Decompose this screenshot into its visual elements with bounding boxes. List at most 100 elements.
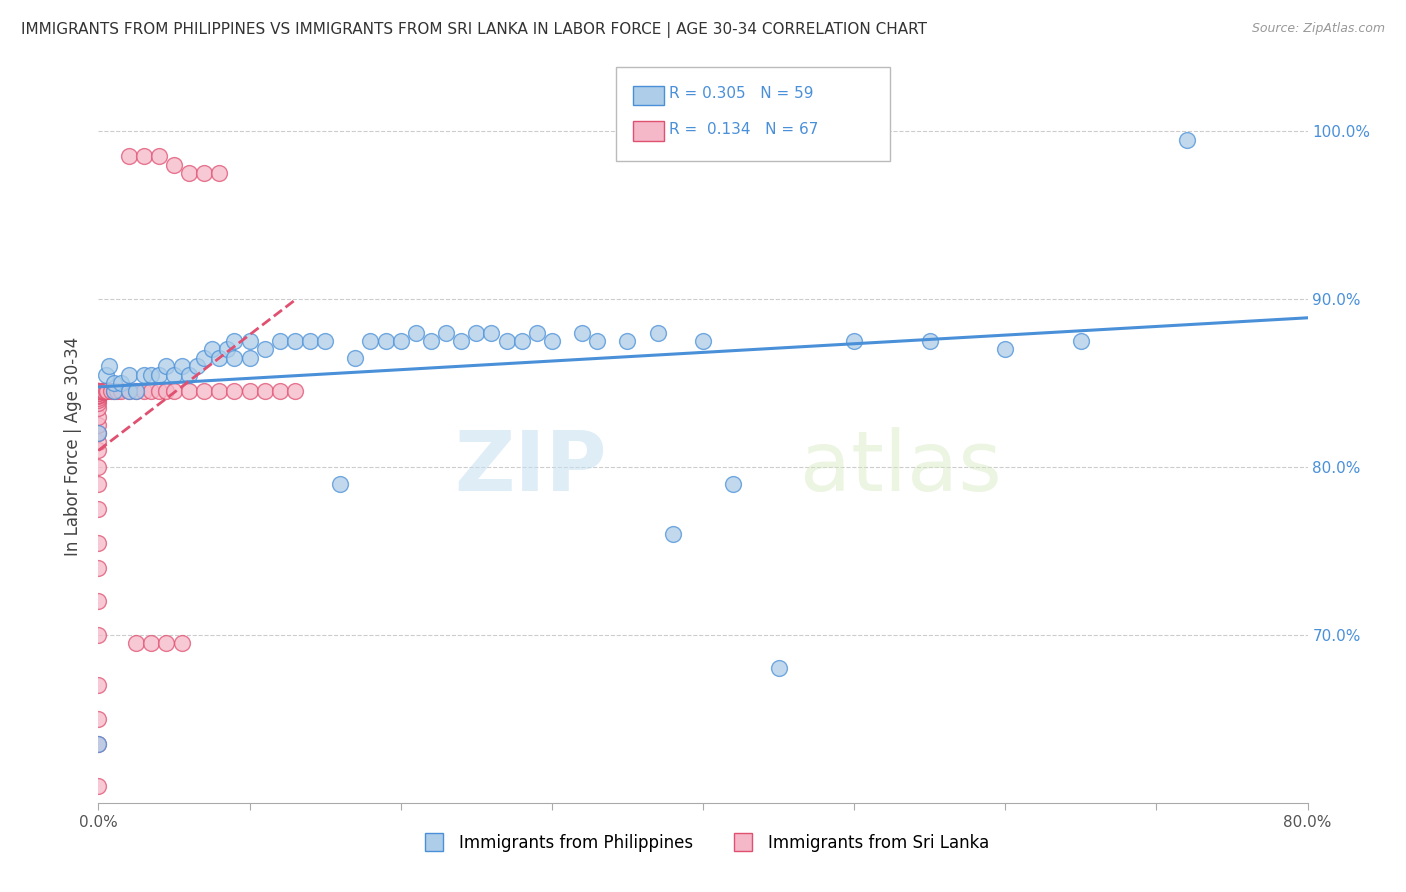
Point bbox=[661, 527, 683, 541]
Point bbox=[193, 351, 215, 365]
Point bbox=[723, 476, 745, 491]
Point bbox=[314, 334, 336, 348]
Point bbox=[103, 384, 125, 399]
Point bbox=[239, 351, 262, 365]
Point bbox=[344, 351, 367, 365]
Point bbox=[87, 396, 110, 410]
Point bbox=[495, 334, 517, 348]
Point bbox=[110, 384, 132, 399]
Point bbox=[125, 384, 148, 399]
Point bbox=[148, 368, 170, 382]
Point bbox=[87, 712, 110, 726]
Point bbox=[96, 384, 118, 399]
Point bbox=[179, 384, 201, 399]
Point bbox=[100, 384, 122, 399]
Point bbox=[616, 334, 638, 348]
Point bbox=[269, 334, 291, 348]
Point bbox=[87, 628, 110, 642]
Point bbox=[239, 384, 262, 399]
Point bbox=[87, 384, 110, 399]
Point bbox=[118, 149, 141, 163]
Point bbox=[87, 560, 110, 574]
Point bbox=[118, 384, 141, 399]
Point bbox=[170, 636, 193, 650]
Point bbox=[465, 326, 488, 340]
Point bbox=[224, 334, 246, 348]
Point bbox=[118, 368, 141, 382]
Point bbox=[87, 409, 110, 424]
Point bbox=[510, 334, 533, 348]
Point bbox=[87, 384, 110, 399]
Point bbox=[586, 334, 609, 348]
Point bbox=[94, 384, 117, 399]
Point bbox=[201, 343, 224, 357]
Point bbox=[93, 384, 115, 399]
Point bbox=[87, 384, 110, 399]
Point bbox=[87, 401, 110, 416]
Point bbox=[87, 391, 110, 405]
Point bbox=[647, 326, 669, 340]
Point bbox=[105, 384, 128, 399]
Point bbox=[224, 384, 246, 399]
Point bbox=[571, 326, 593, 340]
Point bbox=[253, 384, 276, 399]
Point bbox=[87, 426, 110, 441]
Text: ZIP: ZIP bbox=[454, 427, 606, 508]
Point bbox=[360, 334, 382, 348]
Point bbox=[329, 476, 352, 491]
Point bbox=[90, 384, 112, 399]
Point bbox=[450, 334, 472, 348]
Point bbox=[284, 384, 307, 399]
Point bbox=[239, 334, 262, 348]
Point bbox=[91, 384, 114, 399]
Point bbox=[141, 636, 163, 650]
Point bbox=[170, 359, 193, 374]
Point bbox=[132, 368, 155, 382]
Point bbox=[87, 737, 110, 751]
Y-axis label: In Labor Force | Age 30-34: In Labor Force | Age 30-34 bbox=[65, 336, 83, 556]
Point bbox=[87, 443, 110, 458]
Point bbox=[125, 384, 148, 399]
Point bbox=[481, 326, 503, 340]
Point bbox=[141, 368, 163, 382]
Point bbox=[540, 334, 562, 348]
Point bbox=[87, 476, 110, 491]
Point bbox=[179, 368, 201, 382]
Point bbox=[98, 359, 121, 374]
Point bbox=[526, 326, 548, 340]
Point bbox=[87, 737, 110, 751]
Point bbox=[87, 502, 110, 516]
Text: atlas: atlas bbox=[800, 427, 1001, 508]
Point bbox=[87, 426, 110, 441]
Point bbox=[118, 384, 141, 399]
Point bbox=[405, 326, 427, 340]
Point bbox=[208, 351, 231, 365]
Point bbox=[87, 384, 110, 399]
Point bbox=[87, 388, 110, 402]
Point bbox=[163, 158, 186, 172]
Point bbox=[224, 351, 246, 365]
Point bbox=[87, 389, 110, 403]
Point bbox=[208, 166, 231, 180]
Point bbox=[87, 386, 110, 401]
Point bbox=[103, 376, 125, 390]
Point bbox=[87, 388, 110, 402]
Point bbox=[125, 636, 148, 650]
Point bbox=[132, 384, 155, 399]
Point bbox=[179, 166, 201, 180]
Text: Source: ZipAtlas.com: Source: ZipAtlas.com bbox=[1251, 22, 1385, 36]
Point bbox=[768, 661, 790, 675]
Point bbox=[87, 392, 110, 407]
Point bbox=[87, 386, 110, 401]
Point bbox=[215, 343, 238, 357]
Point bbox=[208, 384, 231, 399]
Point bbox=[193, 166, 215, 180]
Point bbox=[103, 384, 125, 399]
Point bbox=[253, 343, 276, 357]
Point bbox=[87, 384, 110, 399]
Point bbox=[434, 326, 457, 340]
Point bbox=[1070, 334, 1092, 348]
Point bbox=[87, 594, 110, 608]
Point bbox=[87, 417, 110, 432]
Point bbox=[284, 334, 307, 348]
